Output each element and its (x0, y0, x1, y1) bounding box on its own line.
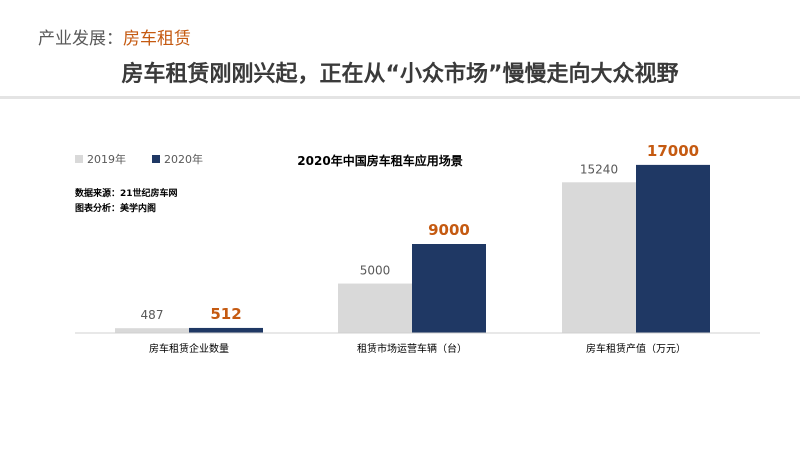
bar (562, 182, 636, 333)
section-topic: 房车租赁 (123, 29, 191, 49)
data-label: 512 (210, 305, 241, 323)
chart-bars (115, 164, 710, 333)
chart-legend: 2019年 2020年 (75, 152, 203, 166)
slide-headline: 房车租赁刚刚兴起，正在从“小众市场”慢慢走向大众视野 (121, 62, 679, 87)
data-label: 17000 (647, 142, 699, 160)
bar (189, 327, 263, 333)
data-label: 9000 (428, 221, 470, 239)
x-axis-labels: 房车租赁企业数量 租赁市场运营车辆（台） 房车租赁产值（万元） (149, 342, 686, 355)
bar (412, 244, 486, 333)
bar (338, 283, 412, 333)
x-tick-label: 房车租赁企业数量 (149, 342, 229, 355)
x-tick-label: 租赁市场运营车辆（台） (357, 342, 467, 355)
section-header: 产业发展：房车租赁 (38, 24, 191, 49)
chart-data-labels: 487 512 5000 9000 15240 17000 (141, 142, 700, 323)
bar (115, 328, 189, 333)
source-note: 数据来源：21世纪房车网 (75, 187, 178, 199)
legend-swatch (152, 155, 160, 163)
chart-title: 2020年中国房车租车应用场景 (297, 153, 462, 168)
data-label: 487 (141, 308, 164, 322)
legend-swatch (75, 155, 83, 163)
section-label: 产业发展： (38, 29, 123, 49)
data-label: 15240 (580, 162, 618, 176)
data-label: 5000 (360, 264, 391, 278)
x-tick-label: 房车租赁产值（万元） (586, 342, 686, 355)
source-note: 图表分析：美学内阁 (75, 202, 156, 214)
bar (636, 164, 710, 333)
legend-label: 2019年 (87, 152, 126, 166)
header-divider (0, 96, 800, 99)
legend-label: 2020年 (164, 152, 203, 166)
